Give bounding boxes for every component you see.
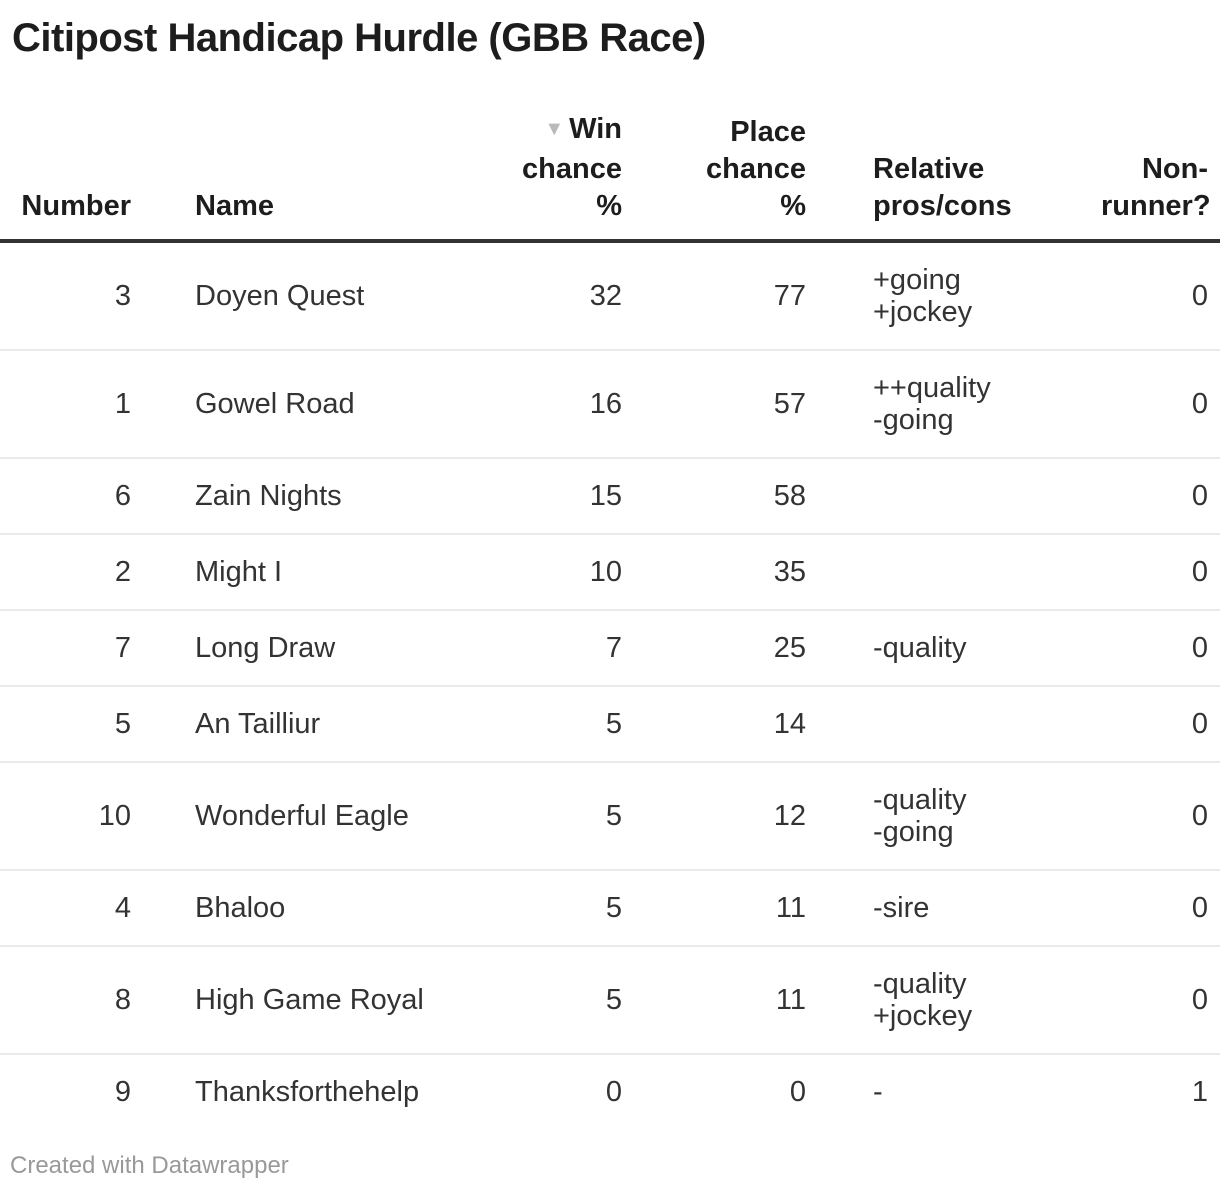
column-header-win-chance[interactable]: ▼ Win chance % xyxy=(500,111,654,243)
table-row: 10 Wonderful Eagle 5 12 -quality -going … xyxy=(0,762,1220,871)
cell-name: High Game Royal xyxy=(163,946,500,1055)
cell-non-runner: 1 xyxy=(1191,1076,1208,1108)
cell-place-chance: 0 xyxy=(789,1076,806,1108)
column-header-label: Win chance % xyxy=(522,113,622,222)
cell-non-runner: 0 xyxy=(1100,534,1220,611)
cell-win-chance: 7 xyxy=(500,610,654,687)
cell-pros-cons xyxy=(838,534,1100,611)
cell-name: Doyen Quest xyxy=(163,241,500,351)
cell-pros-cons: ++quality -going xyxy=(838,350,1100,459)
cell-non-runner: 0 xyxy=(1100,762,1220,871)
column-header-label: Number xyxy=(21,190,131,222)
column-header-place-chance[interactable]: Place chance % xyxy=(654,111,838,243)
table-row: 4 Bhaloo 5 11 -sire 0 xyxy=(0,870,1220,947)
cell-place-chance: 11 xyxy=(654,946,838,1055)
cell-win-chance: 5 xyxy=(500,870,654,947)
cell-win-chance: 10 xyxy=(500,534,654,611)
cell-name: Long Draw xyxy=(163,610,500,687)
table-row: 2 Might I 10 35 0 xyxy=(0,534,1220,611)
sort-descending-icon: ▼ xyxy=(544,118,565,140)
column-header-pros-cons[interactable]: Relative pros/cons xyxy=(838,111,1100,243)
cell-place-chance: 12 xyxy=(654,762,838,871)
cell-name: Zain Nights xyxy=(163,458,500,535)
cell-pros-cons: -quality xyxy=(838,610,1100,687)
cell-win-chance: 5 xyxy=(500,946,654,1055)
column-header-name[interactable]: Name xyxy=(163,111,500,243)
column-header-label: Name xyxy=(195,190,274,222)
cell-name: Gowel Road xyxy=(163,350,500,459)
cell-pros-cons: +going +jockey xyxy=(838,241,1100,351)
cell-name: Wonderful Eagle xyxy=(163,762,500,871)
cell-name: Bhaloo xyxy=(163,870,500,947)
cell-win-chance: 15 xyxy=(500,458,654,535)
cell-non-runner: 0 xyxy=(1100,946,1220,1055)
cell-place-chance: 11 xyxy=(654,870,838,947)
datawrapper-credit: Created with Datawrapper xyxy=(10,1152,289,1179)
cell-place-chance: 57 xyxy=(654,350,838,459)
cell-pros-cons: -quality -going xyxy=(838,762,1100,871)
table-row: 8 High Game Royal 5 11 -quality +jockey … xyxy=(0,946,1220,1055)
cell-number: 6 xyxy=(0,458,163,535)
cell-number: 7 xyxy=(0,610,163,687)
cell-place-chance: 14 xyxy=(654,686,838,763)
cell-number: 1 xyxy=(0,350,163,459)
cell-pros-cons xyxy=(838,686,1100,763)
cell-pros-cons: - xyxy=(873,1076,883,1108)
cell-number: 8 xyxy=(0,946,163,1055)
cell-pros-cons: -quality +jockey xyxy=(838,946,1100,1055)
cell-non-runner: 0 xyxy=(1100,350,1220,459)
cell-name: An Tailliur xyxy=(163,686,500,763)
cell-non-runner: 0 xyxy=(1100,458,1220,535)
cell-win-chance: 16 xyxy=(500,350,654,459)
cell-win-chance: 5 xyxy=(500,762,654,871)
cell-place-chance: 77 xyxy=(654,241,838,351)
cell-non-runner: 0 xyxy=(1100,610,1220,687)
column-header-non-runner[interactable]: Non-runner? xyxy=(1100,111,1220,243)
cell-name: Might I xyxy=(163,534,500,611)
table-row: 6 Zain Nights 15 58 0 xyxy=(0,458,1220,535)
table-row: 1 Gowel Road 16 57 ++quality -going 0 xyxy=(0,350,1220,459)
table-row: 9 Thanksforthehelp 0 0 - 1 xyxy=(0,1054,1220,1129)
table-row: 7 Long Draw 7 25 -quality 0 xyxy=(0,610,1220,687)
cell-pros-cons: -sire xyxy=(838,870,1100,947)
column-header-label: Relative pros/cons xyxy=(873,153,1012,222)
cell-non-runner: 0 xyxy=(1100,686,1220,763)
cell-number: 2 xyxy=(0,534,163,611)
cell-name: Thanksforthehelp xyxy=(195,1076,420,1108)
page-title: Citipost Handicap Hurdle (GBB Race) xyxy=(12,16,706,60)
cell-place-chance: 58 xyxy=(654,458,838,535)
cell-number: 3 xyxy=(0,241,163,351)
header-row: Number Name ▼ Win chance % Place chance %… xyxy=(0,111,1220,243)
column-header-label: Non-runner? xyxy=(1101,153,1211,222)
cell-win-chance: 5 xyxy=(500,686,654,763)
table-row: 3 Doyen Quest 32 77 +going +jockey 0 xyxy=(0,241,1220,351)
cell-number: 5 xyxy=(0,686,163,763)
column-header-number[interactable]: Number xyxy=(0,111,163,243)
cell-pros-cons xyxy=(838,458,1100,535)
cell-number: 4 xyxy=(0,870,163,947)
column-header-label: Place chance % xyxy=(706,116,806,222)
cell-place-chance: 35 xyxy=(654,534,838,611)
cell-number: 9 xyxy=(114,1076,131,1108)
cell-number: 10 xyxy=(0,762,163,871)
cell-place-chance: 25 xyxy=(654,610,838,687)
cell-win-chance: 0 xyxy=(605,1076,622,1108)
race-table: Number Name ▼ Win chance % Place chance %… xyxy=(0,111,1220,1129)
table-row: 5 An Tailliur 5 14 0 xyxy=(0,686,1220,763)
cell-win-chance: 32 xyxy=(500,241,654,351)
cell-non-runner: 0 xyxy=(1100,870,1220,947)
cell-non-runner: 0 xyxy=(1100,241,1220,351)
